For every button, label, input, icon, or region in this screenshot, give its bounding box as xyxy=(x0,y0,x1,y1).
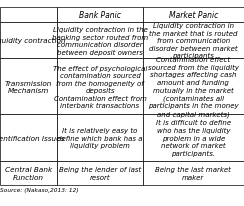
Text: The effect of psychological
contamination sourced
from the homogeneity of
deposi: The effect of psychological contaminatio… xyxy=(53,65,147,109)
Bar xyxy=(57,23,143,59)
Bar xyxy=(143,59,244,115)
Bar xyxy=(143,8,244,23)
Text: Market Panic: Market Panic xyxy=(169,11,218,20)
Text: Contamination effect
sourced from the liquidity
shortages affecting cash
amount : Contamination effect sourced from the li… xyxy=(148,57,239,117)
Text: Source: (Nakaso,2013: 12): Source: (Nakaso,2013: 12) xyxy=(0,187,79,192)
Bar xyxy=(143,115,244,161)
Text: Central Bank
Function: Central Bank Function xyxy=(5,166,52,180)
Text: Bank Panic: Bank Panic xyxy=(79,11,121,20)
Text: Being the lender of last
resort: Being the lender of last resort xyxy=(59,166,141,180)
Text: Transmission
Mechanism: Transmission Mechanism xyxy=(5,80,52,94)
Bar xyxy=(57,161,143,185)
Bar xyxy=(0,23,57,59)
Text: It is difficult to define
who has the liquidity
problem in a wide
network of mar: It is difficult to define who has the li… xyxy=(156,120,231,156)
Text: Being the last market
maker: Being the last market maker xyxy=(155,166,231,180)
Bar xyxy=(57,59,143,115)
Text: Liquidity contraction: Liquidity contraction xyxy=(0,38,66,44)
Text: It is relatively easy to
define which bank has a
liquidity problem: It is relatively easy to define which ba… xyxy=(57,127,143,149)
Bar xyxy=(0,115,57,161)
Bar xyxy=(0,59,57,115)
Bar xyxy=(143,161,244,185)
Text: Liquidity contraction in the
banking sector routed from
communication disorder
b: Liquidity contraction in the banking sec… xyxy=(52,27,148,55)
Bar xyxy=(57,115,143,161)
Bar xyxy=(0,161,57,185)
Text: Identification Issues: Identification Issues xyxy=(0,135,65,141)
Text: Liquidity contraction in
the market that is routed
from communication
disorder b: Liquidity contraction in the market that… xyxy=(149,23,238,59)
Bar xyxy=(57,8,143,23)
Bar xyxy=(143,23,244,59)
Bar xyxy=(0,8,57,23)
